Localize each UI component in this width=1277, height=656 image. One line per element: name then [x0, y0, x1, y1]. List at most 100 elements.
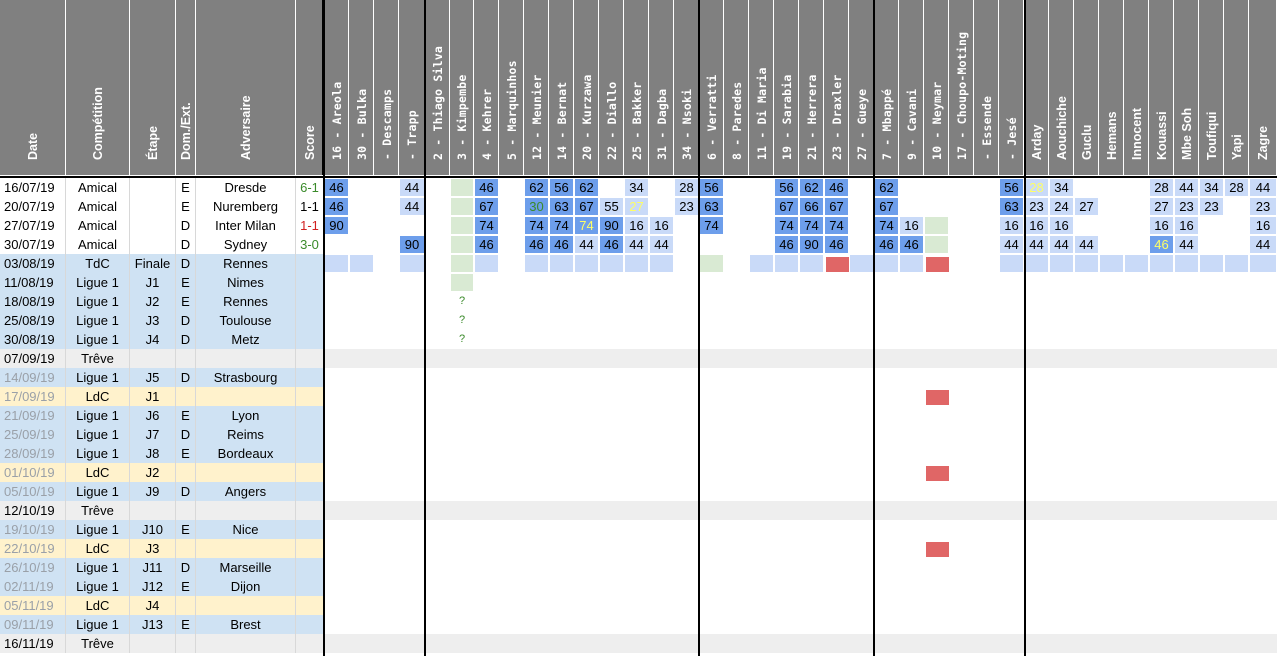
player-header-6[interactable]: 4 - Kehrer	[474, 0, 499, 175]
player-cell[interactable]: 23	[1200, 198, 1223, 215]
player-header-37[interactable]: Zagre	[1249, 0, 1277, 175]
player-cell[interactable]: 46	[825, 236, 848, 253]
match-row[interactable]: 30/08/19 Ligue 1 J4 D Metz?	[0, 330, 1277, 349]
player-cell[interactable]: 46	[875, 236, 898, 253]
column-header-date[interactable]: Date	[0, 0, 66, 175]
column-header-venue[interactable]: Dom./Ext.	[176, 0, 196, 175]
player-cell[interactable]: 56	[550, 179, 573, 196]
player-cell[interactable]: 30	[525, 198, 548, 215]
player-cell[interactable]: 34	[1200, 179, 1223, 196]
player-cell[interactable]: 46	[550, 236, 573, 253]
player-cell[interactable]	[925, 236, 948, 253]
player-cell[interactable]: ?	[458, 295, 466, 307]
player-cell[interactable]: 55	[600, 198, 623, 215]
match-row[interactable]: 09/11/19 Ligue 1 J13 E Brest	[0, 615, 1277, 634]
player-cell[interactable]: 23	[1175, 198, 1198, 215]
player-cell[interactable]	[451, 255, 473, 272]
player-cell[interactable]: 56	[775, 179, 798, 196]
player-header-3[interactable]: - Trapp	[399, 0, 425, 175]
player-cell[interactable]: 16	[1175, 217, 1198, 234]
player-cell[interactable]: 67	[475, 198, 498, 215]
player-cell[interactable]: 44	[1025, 236, 1048, 253]
player-cell[interactable]: 27	[1075, 198, 1098, 215]
player-cell[interactable]: 28	[1225, 179, 1248, 196]
match-row[interactable]: 01/10/19 LdC J2	[0, 463, 1277, 482]
player-header-31[interactable]: Hemans	[1099, 0, 1124, 175]
match-row[interactable]: 25/08/19 Ligue 1 J3 D Toulouse?	[0, 311, 1277, 330]
column-header-stage[interactable]: Étape	[130, 0, 176, 175]
player-cell[interactable]: 46	[825, 179, 848, 196]
player-cell[interactable]: 74	[775, 217, 798, 234]
player-cell[interactable]: 74	[525, 217, 548, 234]
player-cell[interactable]: 62	[875, 179, 898, 196]
player-cell[interactable]: 44	[1175, 179, 1198, 196]
match-row[interactable]: 12/10/19 Trêve	[0, 501, 1277, 520]
player-cell[interactable]: 23	[1250, 198, 1276, 215]
player-cell[interactable]: 28	[675, 179, 698, 196]
player-cell[interactable]: ?	[458, 314, 466, 326]
player-cell[interactable]: 46	[775, 236, 798, 253]
player-header-20[interactable]: 23 - Draxler	[824, 0, 849, 175]
player-cell[interactable]	[451, 274, 473, 291]
player-cell[interactable]: 74	[800, 217, 823, 234]
player-cell[interactable]: 24	[1050, 198, 1073, 215]
player-cell[interactable]: 44	[1050, 236, 1073, 253]
player-cell[interactable]	[451, 217, 473, 234]
player-cell[interactable]: 44	[1250, 179, 1276, 196]
match-row[interactable]: 19/10/19 Ligue 1 J10 E Nice	[0, 520, 1277, 539]
player-cell[interactable]: 46	[600, 236, 623, 253]
player-cell[interactable]	[925, 217, 948, 234]
player-header-17[interactable]: 11 - Di Maria	[749, 0, 774, 175]
player-cell[interactable]	[926, 257, 949, 272]
player-cell[interactable]: 46	[475, 179, 498, 196]
player-cell[interactable]: 23	[675, 198, 698, 215]
player-header-24[interactable]: 10 - Neymar	[924, 0, 949, 175]
match-row[interactable]: 27/07/19 Amical D Inter Milan 1-1 90 74 74 74 74 9…	[0, 216, 1277, 235]
column-header-competition[interactable]: Compétition	[66, 0, 130, 175]
player-cell[interactable]	[926, 466, 949, 481]
player-cell[interactable]: 44	[400, 198, 424, 215]
player-cell[interactable]	[451, 198, 473, 215]
player-cell[interactable]: 44	[1000, 236, 1023, 253]
player-cell[interactable]: 46	[325, 179, 348, 196]
player-header-10[interactable]: 20 - Kurzawa	[574, 0, 599, 175]
player-cell[interactable]	[826, 257, 849, 272]
player-header-27[interactable]: - Jesé	[999, 0, 1024, 175]
match-row[interactable]: 16/11/19 Trêve	[0, 634, 1277, 653]
player-cell[interactable]: 74	[825, 217, 848, 234]
player-header-30[interactable]: Guclu	[1074, 0, 1099, 175]
player-cell[interactable]: 16	[1150, 217, 1173, 234]
player-cell[interactable]: 44	[1075, 236, 1098, 253]
player-cell[interactable]: 46	[475, 236, 498, 253]
match-row[interactable]: 03/08/19 TdC Finale D Rennes	[0, 254, 1277, 273]
player-cell[interactable]: 63	[700, 198, 723, 215]
player-header-14[interactable]: 34 - Nsoki	[674, 0, 699, 175]
player-cell[interactable]: 46	[900, 236, 923, 253]
player-cell[interactable]: 44	[650, 236, 673, 253]
player-header-21[interactable]: 27 - Gueye	[849, 0, 874, 175]
player-cell[interactable]: 67	[825, 198, 848, 215]
column-header-opponent[interactable]: Adversaire	[196, 0, 296, 175]
player-cell[interactable]: 27	[625, 198, 648, 215]
player-header-36[interactable]: Yapi	[1224, 0, 1249, 175]
player-cell[interactable]: 16	[625, 217, 648, 234]
player-cell[interactable]: 90	[400, 236, 424, 253]
match-row[interactable]: 26/10/19 Ligue 1 J11 D Marseille	[0, 558, 1277, 577]
player-cell[interactable]: 90	[800, 236, 823, 253]
player-cell[interactable]: 34	[1050, 179, 1073, 196]
player-cell[interactable]	[926, 390, 949, 405]
player-cell[interactable]: 90	[325, 217, 348, 234]
player-cell[interactable]: 56	[700, 179, 723, 196]
player-cell[interactable]	[926, 542, 949, 557]
player-header-25[interactable]: 17 - Choupo-Moting	[949, 0, 974, 175]
player-header-29[interactable]: Aouchiche	[1049, 0, 1074, 175]
player-header-16[interactable]: 8 - Paredes	[724, 0, 749, 175]
player-cell[interactable]	[451, 179, 473, 196]
match-row[interactable]: 20/07/19 Amical E Nuremberg 1-1 46 44 67 30 63 67 5…	[0, 197, 1277, 216]
player-cell[interactable]: 62	[800, 179, 823, 196]
player-cell[interactable]: 16	[1250, 217, 1276, 234]
player-cell[interactable]: 56	[1000, 179, 1023, 196]
player-header-7[interactable]: 5 - Marquinhos	[499, 0, 524, 175]
player-cell[interactable]: 74	[875, 217, 898, 234]
match-row[interactable]: 16/07/19 Amical E Dresde 6-1 46 44 46 62 56 62 34 28…	[0, 178, 1277, 197]
